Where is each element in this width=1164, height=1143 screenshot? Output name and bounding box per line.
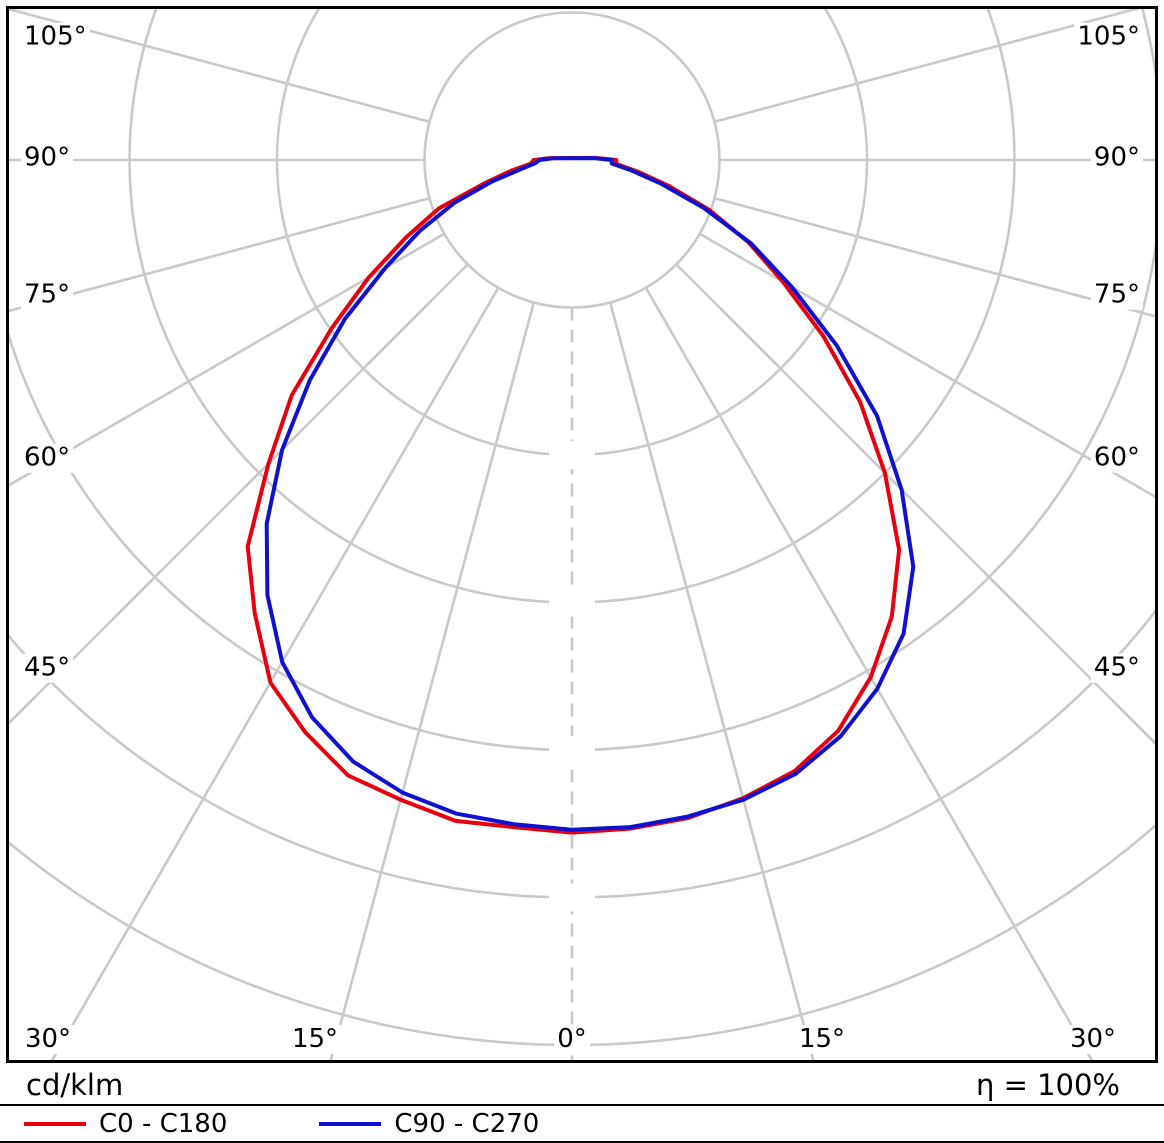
grid-radial-line	[714, 9, 1141, 124]
grid-radial-line	[9, 196, 430, 313]
grid-ring	[275, 9, 869, 457]
angle-label-right-105: 105°	[1074, 23, 1143, 52]
curve-c0-c180	[245, 155, 902, 835]
efficiency-label: η = 100%	[975, 1067, 1120, 1102]
angle-label-bottom-30r: 30°	[1066, 1025, 1120, 1054]
angle-label-right-75: 75°	[1090, 281, 1143, 310]
grid-radial-line	[50, 287, 500, 1060]
legend-swatch-c0-c180	[24, 1121, 86, 1126]
grid-radial-line	[714, 196, 1155, 318]
angle-label-left-45: 45°	[21, 654, 74, 683]
grid-radial-line	[675, 263, 1155, 745]
legend-label-c0-c180: C0 - C180	[99, 1108, 228, 1139]
polar-plot-frame: 105° 90° 75° 60° 45° 105° 90° 75° 60° 45…	[6, 6, 1158, 1063]
grid-radial-line	[9, 9, 430, 124]
ring-label-gap	[549, 736, 595, 764]
legend: C0 - C180 C90 - C270	[0, 1104, 1164, 1143]
curve-c90-c270	[264, 156, 916, 832]
grid-radial-line	[699, 232, 1155, 499]
angle-label-left-90: 90°	[21, 144, 74, 173]
angle-label-left-75: 75°	[21, 281, 74, 310]
ring-label-gap	[549, 883, 595, 912]
grid-radial-line	[608, 302, 815, 1060]
unit-label: cd/klm	[26, 1067, 124, 1102]
grid-ring	[9, 9, 1155, 752]
angle-label-left-60: 60°	[21, 444, 74, 473]
grid-radial-line	[9, 263, 469, 725]
legend-swatch-c90-c270	[319, 1121, 382, 1126]
ring-label-gap	[549, 588, 595, 617]
chart-footer: cd/klm η = 100% C0 - C180 C90 - C270	[0, 1066, 1164, 1143]
ring-label-gap	[549, 441, 595, 469]
angle-label-left-105: 105°	[21, 23, 90, 52]
angle-label-bottom-15r: 15°	[795, 1025, 849, 1054]
legend-label-c90-c270: C90 - C270	[394, 1108, 540, 1139]
footer-labels-row: cd/klm η = 100%	[0, 1066, 1164, 1103]
grid-radial-line	[644, 287, 1094, 1060]
polar-chart-canvas	[9, 9, 1155, 1060]
angle-label-right-45: 45°	[1090, 654, 1143, 683]
angle-label-bottom-30l: 30°	[21, 1025, 75, 1054]
grid-radial-line	[9, 232, 445, 487]
angle-label-bottom-15l: 15°	[288, 1025, 342, 1054]
angle-label-right-60: 60°	[1090, 444, 1143, 473]
angle-label-right-90: 90°	[1090, 144, 1143, 173]
angle-label-bottom-0: 0°	[554, 1025, 590, 1054]
grid-radial-line	[329, 302, 536, 1060]
